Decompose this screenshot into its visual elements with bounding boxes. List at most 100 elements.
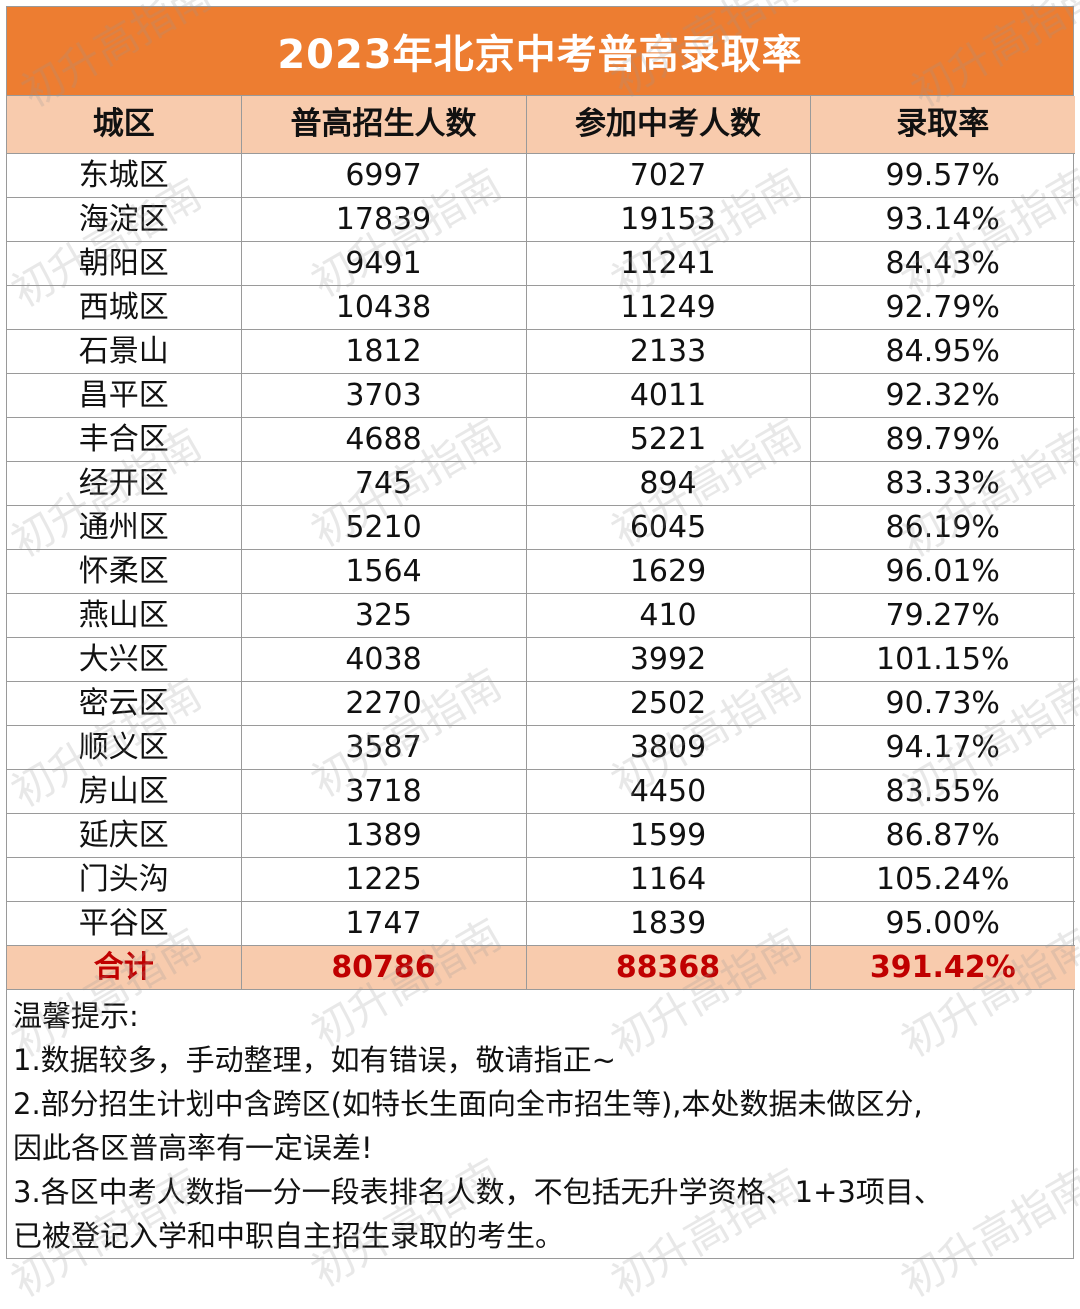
cell-rate: 96.01% xyxy=(809,549,1075,594)
cell-rate: 89.79% xyxy=(809,417,1075,462)
cell-enrollment: 9491 xyxy=(240,241,527,286)
cell-examinees: 19153 xyxy=(525,197,811,242)
header-row: 城区 普高招生人数 参加中考人数 录取率 xyxy=(7,96,1075,154)
cell-rate: 92.79% xyxy=(809,285,1075,330)
table-row: 丰合区 4688 5221 89.79% xyxy=(7,417,1075,462)
cell-examinees: 410 xyxy=(525,593,811,638)
cell-district: 丰合区 xyxy=(7,417,242,462)
cell-district: 怀柔区 xyxy=(7,549,242,594)
note-line: 因此各区普高率有一定误差! xyxy=(13,1131,373,1165)
cell-rate: 83.33% xyxy=(809,461,1075,506)
table-row: 密云区 2270 2502 90.73% xyxy=(7,681,1075,726)
table-row: 昌平区 3703 4011 92.32% xyxy=(7,373,1075,418)
cell-rate: 105.24% xyxy=(809,857,1075,902)
cell-district: 延庆区 xyxy=(7,813,242,858)
cell-examinees: 1629 xyxy=(525,549,811,594)
table-row: 门头沟 1225 1164 105.24% xyxy=(7,857,1075,902)
table-row: 顺义区 3587 3809 94.17% xyxy=(7,725,1075,770)
cell-examinees: 11249 xyxy=(525,285,811,330)
total-cell-enrollment: 80786 xyxy=(240,945,527,990)
table-row: 石景山 1812 2133 84.95% xyxy=(7,329,1075,374)
table-row: 朝阳区 9491 11241 84.43% xyxy=(7,241,1075,286)
header-district: 城区 xyxy=(7,96,242,154)
note-line: 已被登记入学和中职自主招生录取的考生。 xyxy=(13,1219,565,1253)
cell-district: 海淀区 xyxy=(7,197,242,242)
cell-district: 门头沟 xyxy=(7,857,242,902)
sheet-title: 2023年北京中考普高录取率 xyxy=(7,7,1073,96)
cell-district: 石景山 xyxy=(7,329,242,374)
note-heading: 温馨提示: xyxy=(13,999,139,1033)
cell-enrollment: 3587 xyxy=(240,725,527,770)
cell-enrollment: 1564 xyxy=(240,549,527,594)
cell-rate: 86.19% xyxy=(809,505,1075,550)
cell-examinees: 1839 xyxy=(525,901,811,946)
table-row: 平谷区 1747 1839 95.00% xyxy=(7,901,1075,946)
table-row: 怀柔区 1564 1629 96.01% xyxy=(7,549,1075,594)
cell-examinees: 7027 xyxy=(525,153,811,198)
cell-enrollment: 1225 xyxy=(240,857,527,902)
cell-rate: 95.00% xyxy=(809,901,1075,946)
cell-rate: 84.95% xyxy=(809,329,1075,374)
cell-rate: 92.32% xyxy=(809,373,1075,418)
table-row: 燕山区 325 410 79.27% xyxy=(7,593,1075,638)
cell-examinees: 1599 xyxy=(525,813,811,858)
cell-district: 密云区 xyxy=(7,681,242,726)
cell-enrollment: 745 xyxy=(240,461,527,506)
cell-enrollment: 5210 xyxy=(240,505,527,550)
cell-rate: 99.57% xyxy=(809,153,1075,198)
cell-examinees: 5221 xyxy=(525,417,811,462)
cell-enrollment: 4038 xyxy=(240,637,527,682)
cell-rate: 93.14% xyxy=(809,197,1075,242)
cell-district: 东城区 xyxy=(7,153,242,198)
table-row: 经开区 745 894 83.33% xyxy=(7,461,1075,506)
table-row: 延庆区 1389 1599 86.87% xyxy=(7,813,1075,858)
cell-examinees: 4450 xyxy=(525,769,811,814)
table-row: 房山区 3718 4450 83.55% xyxy=(7,769,1075,814)
table-row: 大兴区 4038 3992 101.15% xyxy=(7,637,1075,682)
cell-rate: 84.43% xyxy=(809,241,1075,286)
cell-district: 昌平区 xyxy=(7,373,242,418)
header-examinees: 参加中考人数 xyxy=(525,96,811,154)
cell-district: 朝阳区 xyxy=(7,241,242,286)
cell-enrollment: 3703 xyxy=(240,373,527,418)
cell-enrollment: 2270 xyxy=(240,681,527,726)
table-row: 通州区 5210 6045 86.19% xyxy=(7,505,1075,550)
cell-enrollment: 6997 xyxy=(240,153,527,198)
cell-district: 大兴区 xyxy=(7,637,242,682)
cell-examinees: 4011 xyxy=(525,373,811,418)
cell-enrollment: 1812 xyxy=(240,329,527,374)
total-cell-district: 合计 xyxy=(7,945,242,990)
cell-rate: 83.55% xyxy=(809,769,1075,814)
cell-enrollment: 17839 xyxy=(240,197,527,242)
note-line: 1.数据较多，手动整理，如有错误，敬请指正~ xyxy=(13,1043,616,1077)
total-cell-rate: 391.42% xyxy=(809,945,1075,990)
cell-examinees: 894 xyxy=(525,461,811,506)
cell-enrollment: 3718 xyxy=(240,769,527,814)
cell-examinees: 1164 xyxy=(525,857,811,902)
header-rate: 录取率 xyxy=(809,96,1075,154)
cell-enrollment: 1389 xyxy=(240,813,527,858)
total-cell-examinees: 88368 xyxy=(525,945,811,990)
cell-rate: 79.27% xyxy=(809,593,1075,638)
admission-table: 城区 普高招生人数 参加中考人数 录取率 东城区 6997 7027 99.57% 海淀… xyxy=(7,96,1075,990)
cell-enrollment: 10438 xyxy=(240,285,527,330)
cell-examinees: 3992 xyxy=(525,637,811,682)
cell-examinees: 2502 xyxy=(525,681,811,726)
notes-section: 温馨提示: 1.数据较多，手动整理，如有错误，敬请指正~ 2.部分招生计划中含跨… xyxy=(7,990,1073,1258)
cell-enrollment: 4688 xyxy=(240,417,527,462)
cell-examinees: 2133 xyxy=(525,329,811,374)
cell-district: 经开区 xyxy=(7,461,242,506)
cell-district: 顺义区 xyxy=(7,725,242,770)
note-line: 2.部分招生计划中含跨区(如特长生面向全市招生等),本处数据未做区分, xyxy=(13,1087,923,1121)
cell-examinees: 3809 xyxy=(525,725,811,770)
cell-enrollment: 1747 xyxy=(240,901,527,946)
header-enrollment: 普高招生人数 xyxy=(240,96,527,154)
table-row: 西城区 10438 11249 92.79% xyxy=(7,285,1075,330)
admission-rate-sheet: 2023年北京中考普高录取率 城区 普高招生人数 参加中考人数 录取率 东城区 6… xyxy=(6,6,1075,1259)
note-line: 3.各区中考人数指一分一段表排名人数，不包括无升学资格、1+3项目、 xyxy=(13,1175,943,1209)
cell-examinees: 6045 xyxy=(525,505,811,550)
total-row: 合计 80786 88368 391.42% xyxy=(7,945,1075,990)
cell-rate: 94.17% xyxy=(809,725,1075,770)
cell-rate: 86.87% xyxy=(809,813,1075,858)
cell-district: 西城区 xyxy=(7,285,242,330)
